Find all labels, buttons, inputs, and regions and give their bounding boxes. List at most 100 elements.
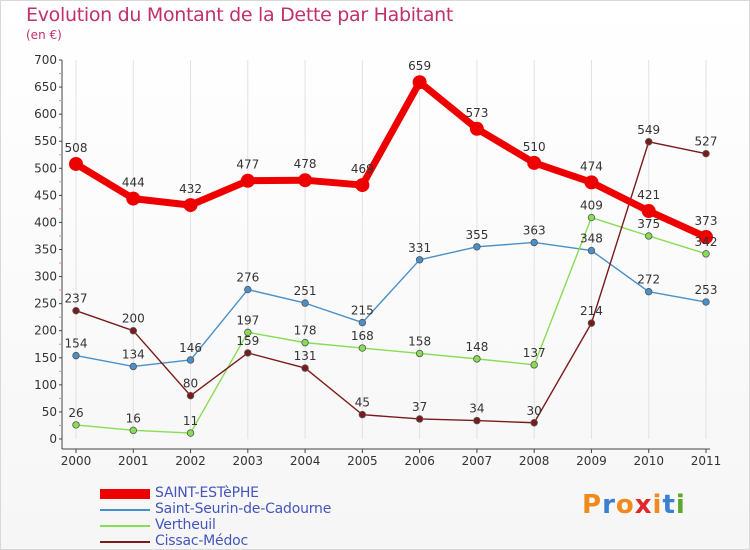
data-point: [186, 429, 195, 437]
legend-label: Cissac-Médoc: [155, 533, 249, 549]
data-point: [69, 156, 83, 171]
data-point: [301, 338, 309, 347]
data-label: 355: [465, 228, 488, 242]
data-label: 30: [527, 404, 542, 418]
legend-swatch: [100, 541, 150, 543]
data-label: 214: [580, 304, 603, 318]
data-label: 146: [179, 341, 202, 355]
data-point: [702, 298, 710, 306]
legend-label: SAINT-ESTèPHE: [155, 485, 259, 501]
x-tick-label: 2007: [462, 454, 493, 468]
legend-item: SAINT-ESTèPHE: [100, 486, 420, 502]
data-label: 527: [695, 135, 718, 149]
data-label: 508: [65, 141, 88, 155]
data-point: [358, 344, 367, 352]
data-point: [129, 426, 137, 435]
data-point: [473, 416, 481, 425]
data-label: 276: [236, 271, 259, 285]
data-label: 134: [122, 347, 145, 361]
data-label: 251: [294, 284, 317, 298]
data-point: [186, 356, 195, 364]
x-tick-label: 2008: [519, 454, 550, 468]
data-label: 409: [580, 199, 603, 213]
series-line: [75, 141, 707, 424]
data-label: 215: [351, 304, 374, 318]
y-tick-label: 200: [34, 324, 57, 338]
data-label: 168: [351, 329, 374, 343]
data-point: [298, 173, 313, 188]
x-tick-label: 2006: [404, 454, 435, 468]
data-label: 659: [408, 59, 431, 73]
data-point: [702, 250, 710, 258]
proxiti-logo: Proxiti: [582, 490, 686, 520]
x-tick-label: 2000: [61, 454, 92, 468]
legend-swatch: [100, 489, 150, 499]
data-label: 444: [122, 176, 145, 190]
series-line: [75, 216, 707, 434]
data-point: [587, 213, 596, 222]
data-label: 159: [236, 334, 259, 348]
data-label: 549: [637, 123, 660, 137]
x-tick-label: 2003: [233, 454, 264, 468]
data-point: [645, 138, 653, 146]
data-point: [530, 419, 538, 427]
legend-item: Vertheuil: [100, 518, 420, 534]
data-point: [129, 327, 137, 335]
x-tick-label: 2005: [347, 454, 378, 468]
data-label: 131: [294, 349, 317, 363]
data-label: 510: [523, 140, 546, 154]
data-label: 197: [236, 313, 259, 327]
data-point: [301, 364, 309, 372]
data-label: 37: [412, 400, 427, 414]
data-point: [129, 362, 137, 371]
data-point: [587, 246, 596, 255]
data-point: [699, 230, 713, 245]
legend-label: Saint-Seurin-de-Cadourne: [155, 501, 332, 517]
y-tick-label: 0: [49, 432, 57, 446]
data-point: [641, 204, 656, 219]
legend: SAINT-ESTèPHE Saint-Seurin-de-Cadourne Ver…: [100, 486, 420, 550]
data-point: [415, 349, 424, 358]
logo-letter: x: [634, 490, 653, 520]
data-point: [584, 175, 599, 190]
data-point: [244, 349, 252, 357]
data-label: 148: [465, 340, 488, 354]
data-label: 16: [126, 411, 141, 425]
x-tick-label: 2010: [633, 454, 664, 468]
data-point: [183, 198, 198, 213]
data-label: 26: [68, 406, 83, 420]
logo-letter: t: [662, 490, 676, 520]
data-point: [358, 410, 367, 419]
logo-letter: i: [675, 490, 686, 520]
data-label: 80: [183, 377, 198, 391]
data-point: [415, 256, 424, 264]
y-tick-label: 300: [34, 270, 57, 284]
data-label: 375: [637, 217, 660, 231]
y-tick-label: 650: [34, 80, 57, 94]
data-label: 34: [469, 402, 484, 416]
y-tick-label: 500: [34, 161, 57, 175]
data-label: 373: [695, 214, 718, 228]
data-label: 421: [637, 188, 660, 202]
data-label: 45: [355, 396, 370, 410]
y-tick-label: 150: [34, 351, 57, 365]
data-point: [415, 415, 424, 423]
data-label: 363: [523, 223, 546, 237]
y-tick-label: 450: [34, 188, 57, 202]
legend-swatch: [100, 525, 150, 527]
x-tick-label: 2011: [691, 454, 722, 468]
legend-label: Vertheuil: [155, 517, 216, 533]
legend-swatch: [100, 509, 150, 511]
logo-letter: o: [615, 490, 635, 520]
legend-item: Cissac-Médoc: [100, 534, 420, 550]
data-point: [587, 319, 596, 327]
data-point: [126, 191, 141, 206]
data-label: 137: [523, 346, 546, 360]
data-point: [240, 173, 255, 188]
data-point: [473, 243, 481, 251]
data-label: 348: [580, 232, 603, 246]
y-tick-label: 400: [34, 215, 57, 229]
chart-subtitle: (en €): [26, 28, 62, 42]
legend-item: Saint-Seurin-de-Cadourne: [100, 502, 420, 518]
